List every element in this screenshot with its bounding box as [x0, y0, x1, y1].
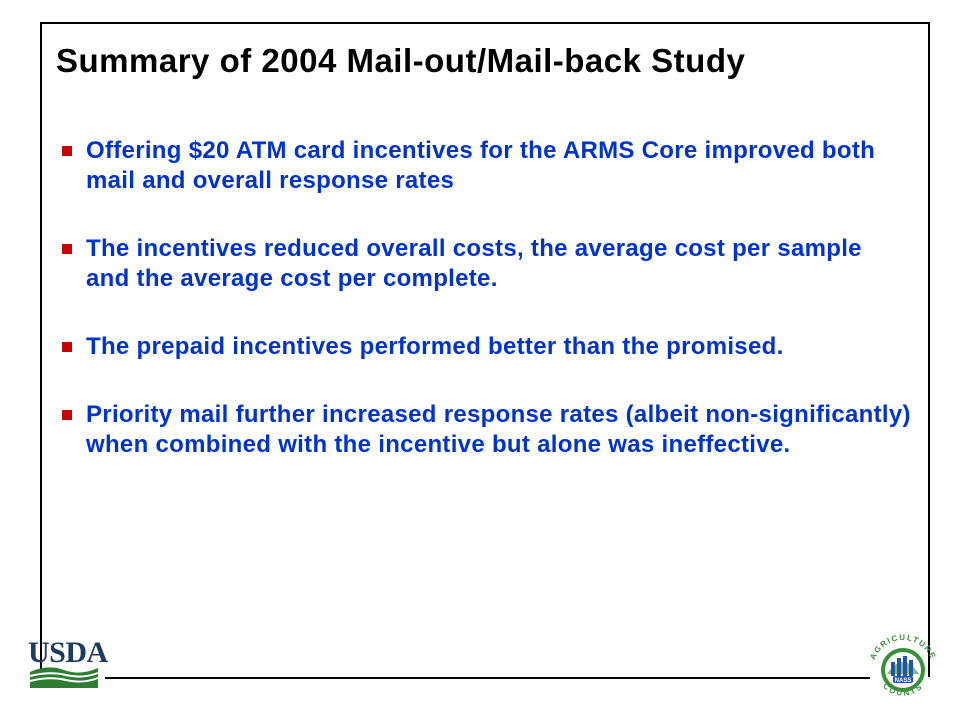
usda-logo-icon: USDA [28, 636, 108, 690]
list-item: Offering $20 ATM card incentives for the… [62, 136, 912, 196]
bullet-text: Offering $20 ATM card incentives for the… [86, 137, 876, 194]
square-bullet-icon [62, 146, 72, 156]
list-item: Priority mail further increased response… [62, 400, 912, 460]
nass-center-label: NASS [895, 678, 912, 684]
bullet-list: Offering $20 ATM card incentives for the… [62, 136, 912, 498]
usda-logo-text: USDA [28, 636, 108, 669]
nass-seal-icon: NASS AGRICULTURE COUNTS [868, 633, 936, 698]
square-bullet-icon [62, 410, 72, 420]
list-item: The incentives reduced overall costs, th… [62, 234, 912, 294]
bullet-text: The prepaid incentives performed better … [86, 333, 784, 360]
slide-frame [40, 22, 930, 677]
square-bullet-icon [62, 244, 72, 254]
square-bullet-icon [62, 342, 72, 352]
list-item: The prepaid incentives performed better … [62, 332, 912, 362]
footer-rule [105, 677, 870, 679]
bullet-text: Priority mail further increased response… [86, 401, 911, 458]
usda-landscape-icon [29, 667, 99, 688]
slide-title: Summary of 2004 Mail-out/Mail-back Study [56, 42, 746, 79]
bullet-text: The incentives reduced overall costs, th… [86, 235, 862, 292]
agriculture-counts-logo-icon: NASS AGRICULTURE COUNTS [863, 630, 943, 708]
